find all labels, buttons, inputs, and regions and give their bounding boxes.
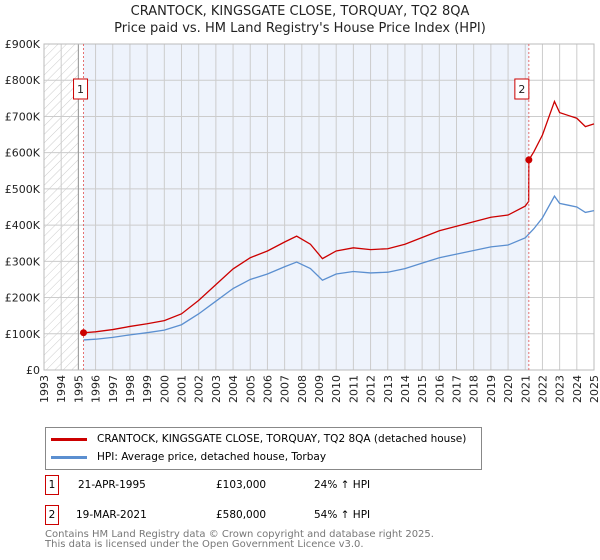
sale-badge: 1 (45, 475, 59, 495)
blue-line-swatch (51, 455, 87, 459)
x-tick-label: 1997 (107, 375, 120, 403)
sale-point (525, 156, 533, 164)
x-tick-label: 1995 (72, 375, 85, 403)
legend-label: CRANTOCK, KINGSGATE CLOSE, TORQUAY, TQ2 … (97, 433, 467, 445)
x-tick-label: 2024 (571, 375, 584, 403)
footer: Contains HM Land Registry data © Crown c… (45, 530, 434, 550)
x-tick-label: 1999 (141, 375, 154, 403)
x-tick-label: 2004 (227, 375, 240, 403)
x-tick-label: 2011 (347, 375, 360, 403)
x-tick-label: 2015 (416, 375, 429, 403)
legend-label: HPI: Average price, detached house, Torb… (97, 451, 327, 463)
x-tick-label: 1994 (55, 375, 68, 403)
x-tick-label: 1996 (90, 375, 103, 403)
x-tick-label: 2006 (261, 375, 274, 403)
x-tick-label: 2002 (193, 375, 206, 403)
x-tick-label: 2001 (176, 375, 189, 403)
property-price-line (83, 99, 595, 334)
x-tick-label: 2000 (158, 375, 171, 403)
y-tick-label: £500K (5, 183, 41, 196)
y-tick-label: £100K (5, 328, 41, 341)
sale-date: 21-APR-1995 (78, 479, 146, 491)
hpi-line (83, 194, 595, 341)
sale-row-1: 1 21-APR-1995 £103,000 24% ↑ HPI (45, 475, 445, 495)
sale-date: 19-MAR-2021 (76, 509, 147, 521)
y-tick-label: £300K (5, 255, 41, 268)
sale-label: 2 (518, 83, 525, 96)
x-tick-label: 2012 (365, 375, 378, 403)
sale-hpi: 24% ↑ HPI (314, 479, 371, 491)
x-tick-label: 2023 (554, 375, 567, 403)
y-tick-label: £600K (5, 147, 41, 160)
sale-label: 1 (77, 83, 84, 96)
sale-label-box (73, 78, 89, 100)
x-tick-label: 2007 (279, 375, 292, 403)
x-tick-label: 1993 (38, 375, 51, 403)
sale-point (80, 329, 88, 337)
x-tick-label: 2008 (296, 375, 309, 403)
x-tick-label: 2016 (433, 375, 446, 403)
plot-area: £0 £100K £200K £300K £400K £500K £600K £700K £80… (5, 38, 600, 403)
x-tick-label: 2022 (536, 375, 549, 403)
legend: CRANTOCK, KINGSGATE CLOSE, TORQUAY, TQ2 … (45, 427, 482, 470)
plot-border (43, 43, 595, 371)
footer-line: This data is licensed under the Open Gov… (45, 539, 364, 550)
x-tick-label: 2021 (519, 375, 532, 403)
x-tick-label: 2003 (210, 375, 223, 403)
legend-item-property: CRANTOCK, KINGSGATE CLOSE, TORQUAY, TQ2 … (51, 431, 466, 447)
x-tick-label: 2018 (468, 375, 481, 403)
y-tick-label: £400K (5, 219, 41, 232)
y-tick-label: £0 (26, 364, 40, 377)
chart-subtitle: Price paid vs. HM Land Registry's House … (114, 21, 486, 36)
footer-line: Contains HM Land Registry data © Crown c… (45, 529, 434, 540)
y-tick-label: £700K (5, 110, 41, 123)
sale-price: £580,000 (216, 509, 267, 521)
ownership-shade (83, 44, 529, 370)
x-tick-label: 2010 (330, 375, 343, 403)
x-tick-label: 2020 (502, 375, 515, 403)
x-tick-label: 2014 (399, 375, 412, 403)
sale-label-box (514, 78, 530, 100)
sale-hpi: 54% ↑ HPI (314, 509, 371, 521)
x-tick-label: 2005 (244, 375, 257, 403)
legend-item-hpi: HPI: Average price, detached house, Torb… (51, 449, 326, 465)
red-line-swatch (51, 437, 87, 441)
y-tick-label: £800K (5, 74, 41, 87)
x-tick-label: 2019 (485, 375, 498, 403)
x-tick-label: 2009 (313, 375, 326, 403)
x-tick-label: 1998 (124, 375, 137, 403)
y-tick-label: £900K (5, 38, 41, 51)
y-tick-label: £200K (5, 292, 41, 305)
sale-badge: 2 (45, 505, 59, 525)
chart-title: CRANTOCK, KINGSGATE CLOSE, TORQUAY, TQ2 … (130, 4, 470, 19)
sale-row-2: 2 19-MAR-2021 £580,000 54% ↑ HPI (45, 505, 445, 525)
sale-price: £103,000 (216, 479, 267, 491)
x-tick-label: 2013 (382, 375, 395, 403)
x-tick-label: 2025 (588, 375, 600, 403)
x-tick-label: 2017 (451, 375, 464, 403)
